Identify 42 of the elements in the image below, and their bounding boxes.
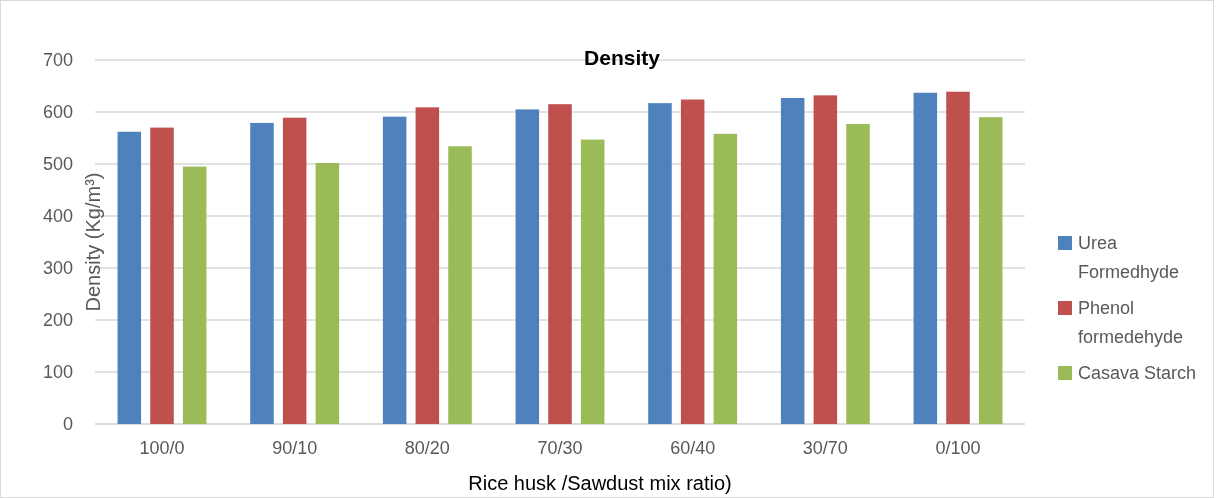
y-tick-label: 100	[42, 362, 73, 383]
y-tick-label: 300	[42, 258, 73, 279]
bar	[382, 116, 407, 424]
bar	[713, 133, 738, 424]
bar	[315, 162, 340, 424]
x-tick-label: 30/70	[802, 438, 848, 458]
x-tick-label: 70/30	[537, 438, 583, 458]
y-axis-title: Density (Kg/m³)	[82, 172, 104, 312]
bar	[978, 117, 1003, 424]
x-tick-label: 60/40	[670, 438, 716, 458]
y-tick-label: 200	[42, 310, 73, 331]
legend-label: Urea Formedhyde	[1078, 233, 1180, 282]
y-tick-label: 700	[42, 50, 73, 71]
chart-title: Density	[584, 46, 661, 69]
y-tick-label: 600	[42, 102, 73, 123]
bar	[846, 123, 870, 424]
x-tick-label: 0/100	[935, 438, 981, 458]
x-tick-label: 80/20	[404, 438, 450, 458]
bar	[680, 99, 705, 424]
bar	[580, 139, 605, 424]
bar	[282, 117, 307, 424]
bar	[117, 131, 142, 424]
bar	[648, 103, 672, 424]
bar	[448, 146, 472, 424]
y-tick-label: 0	[62, 414, 73, 435]
legend-label: Phenol formedehyde	[1078, 298, 1184, 347]
bar	[946, 91, 970, 424]
bar	[813, 95, 838, 424]
bar	[913, 92, 938, 424]
bar	[780, 97, 805, 424]
bar	[150, 127, 174, 424]
legend-label: Casava Starch	[1078, 363, 1197, 383]
x-tick-label: 90/10	[272, 438, 318, 458]
x-tick-label: 100/0	[139, 438, 185, 458]
y-tick-label: 500	[42, 154, 73, 175]
x-axis-title: Rice husk /Sawdust mix ratio)	[468, 472, 732, 494]
bar	[250, 122, 274, 424]
bar	[515, 109, 540, 424]
bar	[182, 166, 207, 424]
y-tick-label: 400	[42, 206, 73, 227]
bar	[548, 104, 572, 424]
bar	[415, 107, 440, 424]
